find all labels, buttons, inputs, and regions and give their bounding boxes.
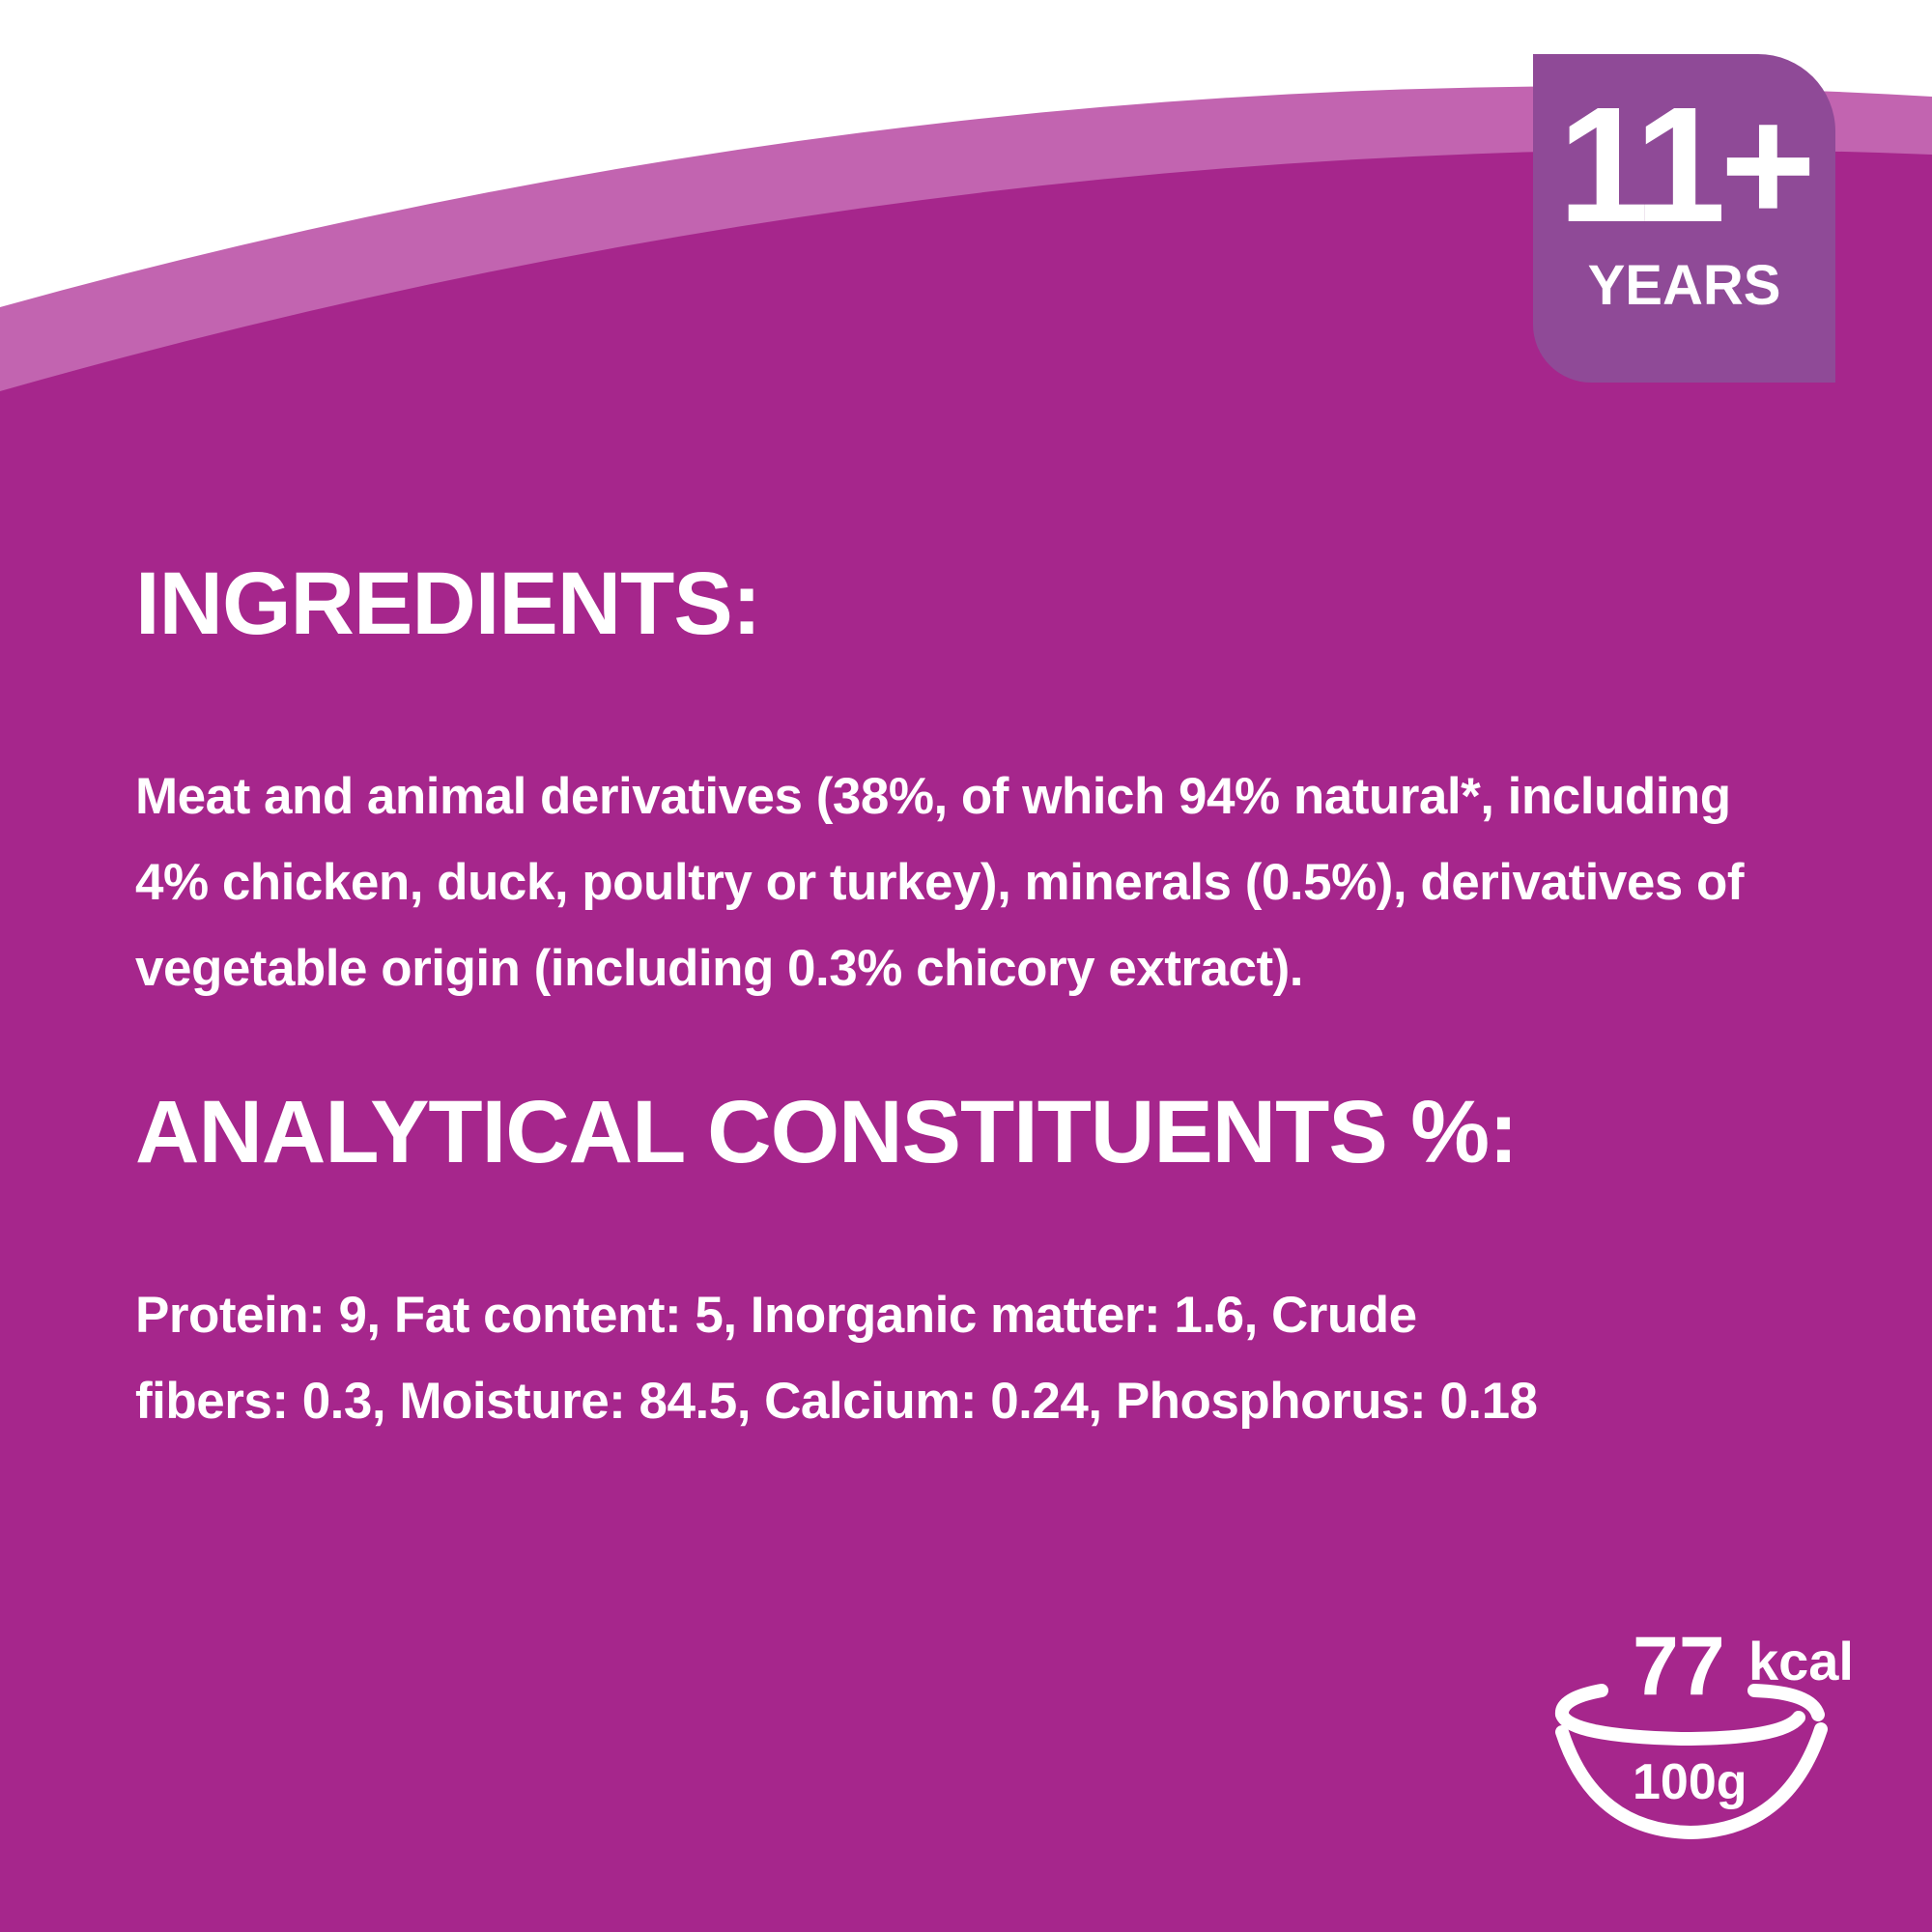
age-unit: YEARS <box>1587 254 1781 317</box>
energy-value: 77 <box>1633 1620 1725 1713</box>
ingredients-text: Meat and animal derivatives (38%, of whi… <box>135 768 1745 997</box>
age-badge: 11+ YEARS <box>1533 54 1835 383</box>
analytical-heading: ANALYTICAL CONSTITUENTS %: <box>135 1083 1519 1181</box>
energy-unit: kcal <box>1748 1631 1854 1691</box>
ingredients-heading: INGREDIENTS: <box>135 554 761 653</box>
label-content: INGREDIENTS: Meat and animal derivatives… <box>135 551 1797 1444</box>
analytical-text: Protein: 9, Fat content: 5, Inorganic ma… <box>135 1287 1538 1430</box>
portion-size: 100g <box>1633 1754 1747 1810</box>
age-value: 11+ <box>1558 73 1816 257</box>
